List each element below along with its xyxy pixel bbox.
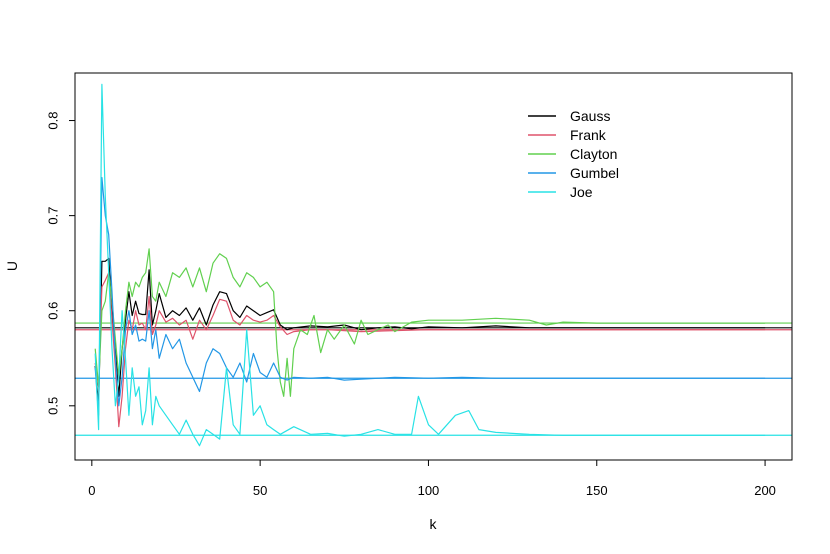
legend-label-gauss: Gauss	[570, 108, 610, 124]
y-axis-title: U	[4, 261, 20, 271]
x-axis: 0 50 100 150 200	[88, 460, 776, 498]
y-tick-label: 0.7	[46, 207, 61, 225]
y-axis: 0.5 0.6 0.7 0.8	[46, 112, 75, 415]
y-tick-label: 0.8	[46, 112, 61, 130]
reference-lines	[75, 322, 792, 436]
series-line-joe	[94, 83, 766, 447]
legend-label-frank: Frank	[570, 127, 607, 143]
legend-label-clayton: Clayton	[570, 146, 617, 162]
x-tick-label: 100	[418, 483, 440, 498]
series-line-clayton	[94, 248, 766, 397]
x-tick-label: 150	[586, 483, 608, 498]
legend: Gauss Frank Clayton Gumbel Joe	[528, 108, 619, 200]
series-lines	[94, 83, 766, 447]
legend-label-gumbel: Gumbel	[570, 165, 619, 181]
x-tick-label: 0	[88, 483, 95, 498]
y-tick-label: 0.6	[46, 302, 61, 320]
x-tick-label: 50	[253, 483, 267, 498]
series-line-frank	[94, 272, 766, 428]
plot-frame	[74, 72, 793, 461]
legend-label-joe: Joe	[570, 184, 593, 200]
y-tick-label: 0.5	[46, 397, 61, 415]
x-tick-label: 200	[754, 483, 776, 498]
series-line-gumbel	[94, 177, 766, 416]
x-axis-title: k	[430, 516, 438, 532]
